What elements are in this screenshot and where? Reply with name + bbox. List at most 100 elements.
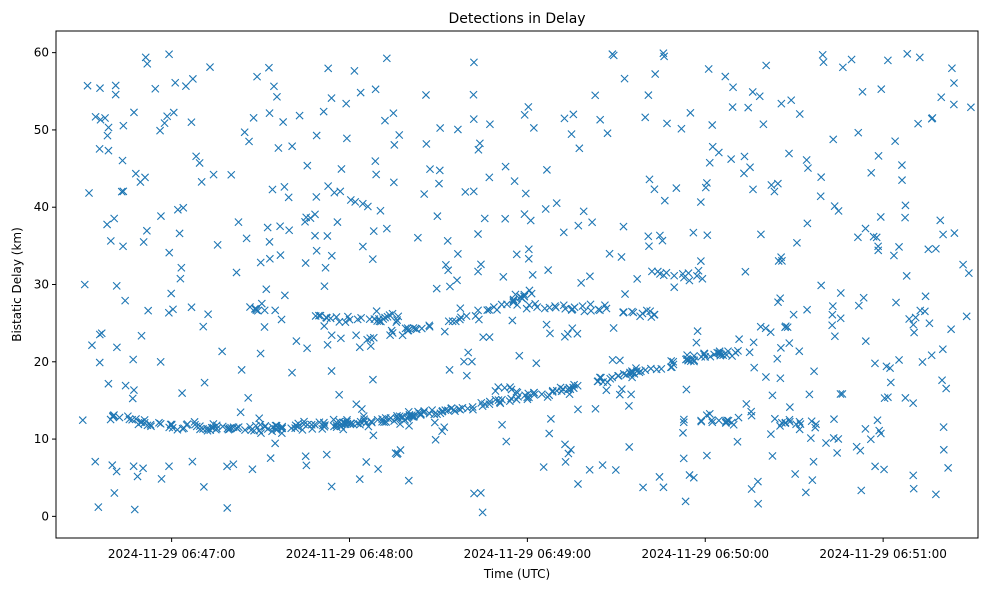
data-point <box>924 245 933 254</box>
data-point <box>546 414 555 423</box>
data-point <box>928 113 937 122</box>
data-point <box>169 305 177 314</box>
y-tick-label: 20 <box>34 355 49 369</box>
x-tick-label: 2024-11-29 06:50:00 <box>642 547 769 561</box>
data-point <box>660 52 669 61</box>
data-point <box>595 306 604 315</box>
data-point <box>872 233 881 242</box>
data-point <box>223 462 232 471</box>
data-point <box>596 115 605 124</box>
data-point <box>476 260 485 269</box>
data-point <box>560 114 569 123</box>
data-point <box>609 324 618 333</box>
data-point <box>190 417 199 426</box>
data-point <box>358 199 367 208</box>
data-point <box>838 63 847 72</box>
data-point <box>877 85 886 94</box>
data-point <box>494 383 503 392</box>
data-point <box>136 178 145 187</box>
data-point <box>103 220 112 229</box>
data-point <box>520 290 529 299</box>
data-point <box>689 473 698 482</box>
data-point <box>378 415 387 424</box>
data-point <box>636 367 645 376</box>
data-point <box>312 131 321 140</box>
data-point <box>165 50 174 59</box>
data-point <box>256 420 265 429</box>
data-point <box>256 349 265 358</box>
data-point <box>188 74 197 83</box>
data-point <box>520 110 529 119</box>
data-point <box>474 267 483 276</box>
data-point <box>110 214 119 223</box>
data-point <box>614 371 623 380</box>
data-point <box>271 439 280 448</box>
data-point <box>199 322 208 331</box>
data-point <box>369 227 378 236</box>
data-point <box>861 424 870 433</box>
data-point <box>679 415 688 424</box>
data-point <box>655 231 664 240</box>
data-point <box>587 306 595 315</box>
data-point <box>366 342 375 351</box>
data-point <box>453 125 462 134</box>
data-point <box>232 268 241 277</box>
data-point <box>662 268 671 277</box>
data-point <box>101 114 110 122</box>
data-point <box>598 461 607 470</box>
data-point <box>295 111 304 120</box>
data-point <box>586 300 595 309</box>
data-point <box>280 291 289 300</box>
data-point <box>335 317 344 326</box>
data-point <box>801 488 810 497</box>
data-point <box>545 429 554 438</box>
data-point <box>269 82 278 91</box>
data-point <box>323 231 332 240</box>
data-point <box>436 124 445 133</box>
data-point <box>312 246 321 255</box>
data-point <box>869 232 878 241</box>
data-point <box>696 198 705 207</box>
data-point <box>94 503 103 512</box>
data-point <box>451 317 460 326</box>
data-point <box>807 417 816 426</box>
data-point <box>356 88 365 97</box>
data-point <box>346 420 355 429</box>
data-point <box>959 260 968 269</box>
data-point <box>103 131 112 140</box>
data-point <box>372 307 381 316</box>
data-point <box>268 185 277 194</box>
data-point <box>564 385 572 394</box>
data-point <box>163 112 172 121</box>
data-point <box>540 304 549 313</box>
data-point <box>404 476 413 485</box>
data-point <box>467 357 476 366</box>
data-point <box>767 181 776 190</box>
data-point <box>245 137 254 146</box>
data-point <box>445 282 454 291</box>
data-point <box>398 331 407 340</box>
data-point <box>187 303 196 312</box>
data-point <box>785 415 794 424</box>
data-point <box>795 110 804 119</box>
data-point <box>735 335 744 344</box>
data-point <box>203 426 212 435</box>
data-point <box>950 229 959 238</box>
y-axis: 0 10 20 30 40 50 60 <box>34 46 56 523</box>
data-point <box>265 109 274 118</box>
data-point <box>485 397 494 406</box>
data-point <box>692 271 701 280</box>
data-point <box>372 170 381 179</box>
data-point <box>223 424 232 433</box>
data-point <box>777 99 786 108</box>
data-point <box>169 108 178 117</box>
data-point <box>749 185 757 194</box>
data-point <box>789 310 798 319</box>
data-point <box>112 281 121 290</box>
data-point <box>355 420 364 429</box>
data-point <box>817 281 826 290</box>
data-point <box>209 170 218 179</box>
data-point <box>830 332 839 341</box>
data-point <box>641 113 650 122</box>
